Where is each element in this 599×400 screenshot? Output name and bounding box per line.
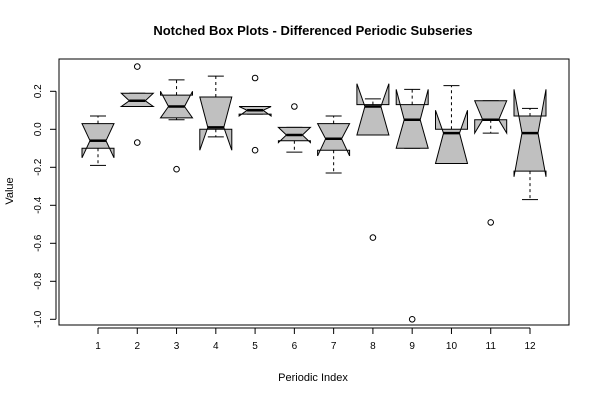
- outlier-point: [408, 316, 416, 323]
- x-tick-label: 2: [134, 341, 140, 352]
- box-3: [159, 79, 194, 173]
- outlier-point: [487, 219, 495, 226]
- outlier-point: [251, 74, 259, 82]
- x-tick-label: 6: [292, 341, 298, 352]
- y-axis: -1.0 -0.8 -0.6 -0.4 -0.2 0.0 0.2: [33, 84, 57, 328]
- chart-title: Notched Box Plots - Differenced Periodic…: [153, 23, 472, 38]
- plot-frame: [58, 58, 570, 326]
- x-tick-label: 11: [486, 341, 497, 352]
- outlier-point: [369, 234, 377, 241]
- box-6: [277, 103, 312, 153]
- notched-box: [159, 91, 194, 119]
- y-tick-label: -0.8: [33, 272, 44, 290]
- outlier-point: [133, 139, 141, 146]
- box-5: [238, 74, 272, 154]
- outlier-point: [251, 146, 259, 154]
- boxes-group: [81, 63, 547, 323]
- x-tick-label: 8: [370, 341, 376, 352]
- notched-box: [434, 110, 469, 164]
- box-4: [199, 75, 233, 151]
- x-axis-label: Periodic Index: [278, 372, 348, 384]
- x-tick-label: 5: [252, 341, 258, 352]
- outlier-point: [173, 165, 180, 173]
- outlier-point: [291, 103, 298, 110]
- notched-box: [356, 83, 390, 136]
- outlier-point: [133, 63, 141, 70]
- x-tick-label: 10: [446, 341, 458, 352]
- x-tick-label: 7: [331, 341, 337, 352]
- y-tick-label: -0.2: [33, 158, 44, 176]
- y-tick-label: -0.6: [33, 234, 44, 252]
- x-tick-label: 9: [409, 341, 415, 352]
- x-tick-label: 4: [213, 341, 219, 352]
- x-tick-label: 1: [95, 341, 101, 352]
- notched-box: [473, 100, 508, 135]
- notched-box: [199, 96, 233, 151]
- box-12: [513, 89, 547, 201]
- box-10: [434, 85, 469, 164]
- x-tick-label: 12: [524, 341, 536, 352]
- y-axis-label: Value: [4, 177, 16, 204]
- y-tick-label: 0.2: [33, 84, 44, 98]
- y-tick-label: -1.0: [33, 310, 44, 328]
- box-1: [81, 115, 115, 166]
- box-7: [316, 115, 351, 174]
- y-tick-label: 0.0: [33, 122, 44, 136]
- x-axis: 1 2 3 4 5 6 7 8 9 10 11 12: [95, 327, 536, 352]
- box-2: [119, 63, 155, 146]
- x-tick-label: 3: [174, 341, 180, 352]
- box-11: [473, 100, 508, 226]
- y-tick-label: -0.4: [33, 196, 44, 214]
- box-8: [356, 83, 390, 241]
- box-9: [395, 88, 429, 323]
